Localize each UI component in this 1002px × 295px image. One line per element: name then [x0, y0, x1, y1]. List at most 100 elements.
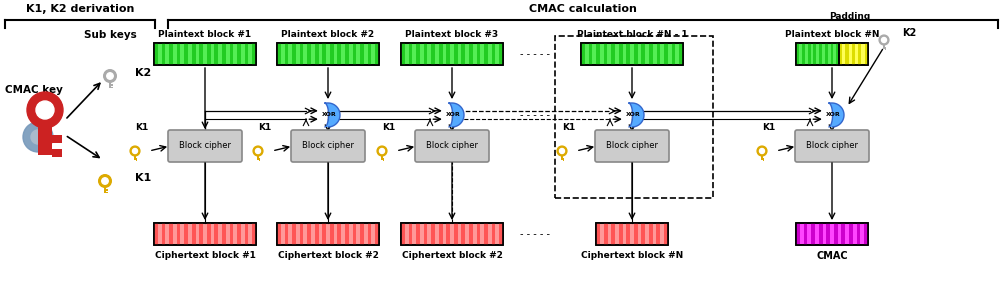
Bar [52, 149, 62, 157]
Bar [831, 43, 834, 65]
Bar [842, 223, 846, 245]
Bar [214, 43, 218, 65]
Bar [885, 48, 887, 50]
Bar [626, 223, 630, 245]
Bar [259, 159, 261, 160]
FancyBboxPatch shape [581, 43, 683, 65]
Bar [885, 47, 887, 48]
Circle shape [102, 178, 108, 184]
Bar [484, 43, 488, 65]
Bar [52, 135, 62, 143]
Bar [169, 223, 173, 245]
Bar [285, 223, 289, 245]
FancyBboxPatch shape [291, 130, 365, 162]
Bar [136, 158, 137, 159]
PathPatch shape [449, 103, 464, 127]
Circle shape [380, 148, 385, 153]
FancyBboxPatch shape [154, 43, 256, 65]
Bar [619, 43, 622, 65]
PathPatch shape [628, 103, 644, 127]
Text: Padding: Padding [830, 12, 871, 21]
Text: XOR: XOR [322, 112, 337, 117]
Bar [839, 43, 843, 65]
Bar [214, 223, 218, 245]
Bar [446, 223, 450, 245]
Circle shape [879, 35, 889, 45]
Bar [808, 43, 811, 65]
Bar [416, 223, 420, 245]
Bar [360, 223, 364, 245]
Text: Block cipher: Block cipher [606, 142, 658, 150]
Text: Sub keys: Sub keys [83, 30, 136, 40]
Bar [837, 43, 839, 65]
Bar [222, 43, 225, 65]
Bar [454, 43, 458, 65]
Bar [229, 223, 233, 245]
Bar [858, 43, 862, 65]
Bar [111, 84, 113, 86]
Bar [191, 223, 195, 245]
Bar [820, 43, 822, 65]
Text: CMAC key: CMAC key [5, 85, 63, 95]
Bar [277, 223, 281, 245]
Text: Ciphertext block #2: Ciphertext block #2 [278, 251, 379, 260]
Bar [852, 43, 855, 65]
Bar [176, 43, 180, 65]
FancyBboxPatch shape [168, 130, 242, 162]
Bar [492, 43, 495, 65]
Circle shape [758, 146, 767, 156]
PathPatch shape [829, 103, 844, 127]
Bar [477, 43, 480, 65]
Bar [161, 43, 165, 65]
Text: Block cipher: Block cipher [426, 142, 478, 150]
Text: Ciphertext block #2: Ciphertext block #2 [402, 251, 502, 260]
Text: CMAC calculation: CMAC calculation [529, 4, 637, 14]
Bar [323, 43, 326, 65]
Bar [409, 223, 413, 245]
Text: K1: K1 [763, 123, 776, 132]
FancyBboxPatch shape [401, 223, 503, 245]
FancyBboxPatch shape [796, 223, 868, 245]
Bar [814, 43, 817, 65]
Bar [169, 43, 173, 65]
Bar [424, 43, 428, 65]
Circle shape [882, 37, 887, 42]
Bar [619, 223, 622, 245]
Bar [834, 223, 838, 245]
Bar [244, 223, 248, 245]
Bar [492, 223, 495, 245]
Text: Plaintext block #3: Plaintext block #3 [406, 30, 499, 39]
Bar [111, 87, 113, 88]
Bar [581, 43, 585, 65]
Bar [330, 43, 334, 65]
Circle shape [760, 148, 765, 153]
Bar [439, 223, 443, 245]
PathPatch shape [325, 103, 340, 127]
Bar [484, 223, 488, 245]
Bar [864, 223, 868, 245]
Bar [439, 43, 443, 65]
Circle shape [99, 175, 111, 187]
Circle shape [256, 148, 261, 153]
Bar [431, 223, 435, 245]
Bar [857, 223, 861, 245]
Bar [409, 43, 413, 65]
Text: K2: K2 [135, 68, 151, 78]
Bar [345, 223, 349, 245]
Bar [849, 223, 853, 245]
Bar [259, 158, 261, 159]
Text: K1: K1 [135, 123, 148, 132]
Bar [563, 159, 564, 160]
Bar [656, 43, 660, 65]
Bar [315, 43, 319, 65]
Text: Ciphertext block #N: Ciphertext block #N [581, 251, 683, 260]
Bar [865, 43, 868, 65]
FancyBboxPatch shape [415, 130, 489, 162]
Text: K1: K1 [135, 173, 151, 183]
Text: Plaintext block #2: Plaintext block #2 [282, 30, 375, 39]
Bar [375, 43, 379, 65]
Bar [308, 43, 311, 65]
Bar [154, 43, 157, 65]
Bar [184, 43, 188, 65]
Bar [641, 43, 645, 65]
